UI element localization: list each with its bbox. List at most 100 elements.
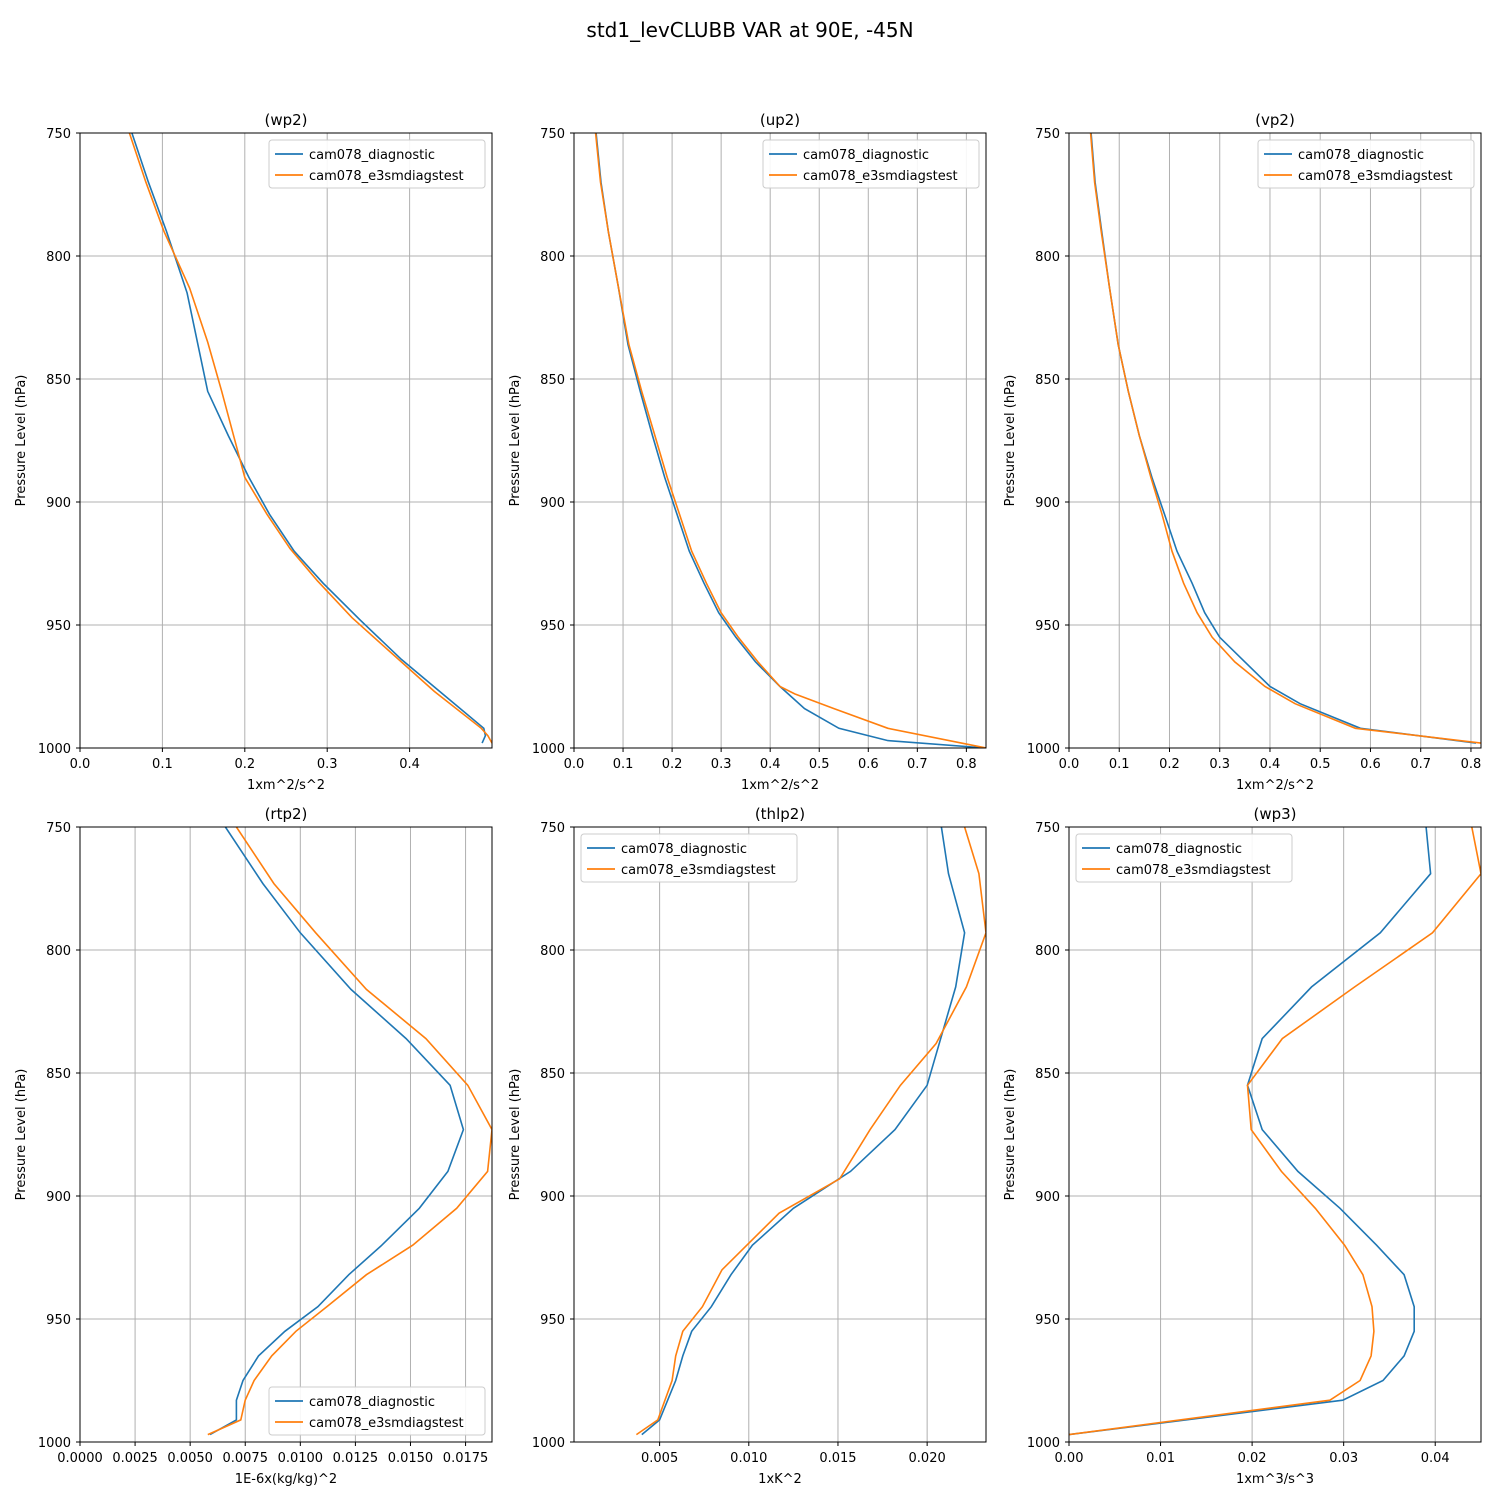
subplot-title: (wp2) [264,111,307,129]
series-line-cam078_e3smdiagstest [207,827,492,1436]
y-tick-label: 850 [46,1067,71,1082]
y-tick-label: 800 [540,944,565,959]
axes-frame [573,826,987,1443]
y-tick-label: 750 [1035,127,1060,142]
x-tick-label: 0.0100 [278,1451,324,1466]
y-axis-label: Pressure Level (hPa) [508,375,523,507]
legend-box [268,139,486,189]
subplot-title: (wp3) [1253,805,1296,823]
legend-box [268,1386,486,1436]
y-tick-label: 800 [46,250,71,265]
x-tick-label: 0.0 [1059,757,1080,772]
legend-label: cam078_e3smdiagstest [803,169,958,184]
x-tick-label: 0.2 [234,757,255,772]
chart-panel-1: 0.0 0.1 0.2 0.3 0.4 750 800 850 900 950 1000 (wp2) 1… [14,111,493,793]
series-line-cam078_e3smdiagstest [1089,133,1481,744]
x-tick-label: 0.8 [1461,757,1482,772]
y-tick-label: 950 [540,1313,565,1328]
x-tick-label: 0.1 [1109,757,1130,772]
legend-box [1075,833,1293,883]
legend-label: cam078_e3smdiagstest [309,1416,464,1431]
series-line-cam078_diagnostic [1090,133,1477,744]
y-tick-label: 1000 [38,1436,71,1451]
series-line-cam078_diagnostic [131,133,487,744]
chart-panel-3: 0.0 0.1 0.2 0.3 0.4 0.5 0.6 0.7 0.8 750 800 850 900 9… [1003,111,1482,793]
y-tick-label: 800 [1035,250,1060,265]
x-tick-label: 0.6 [858,757,879,772]
y-tick-label: 950 [46,1313,71,1328]
x-tick-label: 0.0175 [443,1451,489,1466]
chart-panel-6: 0.00 0.01 0.02 0.03 0.04 750 800 850 900 950 1000 (… [1003,805,1482,1487]
x-tick-label: 0.2 [1159,757,1180,772]
x-tick-label: 0.0000 [57,1451,103,1466]
axes-frame [1068,132,1482,749]
y-tick-label: 850 [1035,1067,1060,1082]
y-tick-label: 1000 [1027,1436,1060,1451]
y-tick-label: 750 [46,127,71,142]
legend-label: cam078_e3smdiagstest [621,863,776,878]
figure-title: std1_levCLUBB VAR at 90E, -45N [586,18,913,42]
series-line-cam078_diagnostic [1069,827,1432,1436]
x-tick-label: 0.1 [613,757,634,772]
y-tick-label: 950 [1035,1313,1060,1328]
legend-box [1257,139,1475,189]
x-tick-label: 0.01 [1146,1451,1175,1466]
y-tick-label: 850 [540,373,565,388]
y-tick-label: 800 [46,944,71,959]
x-tick-label: 0.0150 [388,1451,434,1466]
x-tick-label: 0.5 [1310,757,1331,772]
x-tick-label: 0.4 [399,757,420,772]
legend-label: cam078_diagnostic [621,842,747,857]
legend: cam078_diagnostic cam078_e3smdiagstest [1075,833,1293,883]
x-tick-label: 0.0075 [222,1451,268,1466]
legend-label: cam078_diagnostic [1298,148,1424,163]
series-line-cam078_diagnostic [209,827,465,1436]
y-tick-label: 800 [1035,944,1060,959]
x-tick-label: 0.015 [819,1451,856,1466]
legend-label: cam078_diagnostic [1116,842,1242,857]
legend: cam078_diagnostic cam078_e3smdiagstest [1257,139,1475,189]
legend: cam078_diagnostic cam078_e3smdiagstest [268,1386,486,1436]
y-tick-label: 900 [1035,496,1060,511]
x-tick-label: 0.1 [152,757,173,772]
y-tick-label: 1000 [1027,742,1060,757]
x-axis-label: 1E-6x(kg/kg)^2 [235,1472,337,1487]
x-axis-label: 1xm^2/s^2 [741,778,819,793]
x-tick-label: 0.3 [317,757,338,772]
x-tick-label: 0.4 [1260,757,1281,772]
series-line-cam078_diagnostic [595,133,986,748]
x-axis-label: 1xm^2/s^2 [247,778,325,793]
legend-label: cam078_e3smdiagstest [1116,863,1271,878]
x-tick-label: 0.7 [907,757,928,772]
y-tick-label: 900 [1035,1190,1060,1205]
x-tick-label: 0.04 [1421,1451,1450,1466]
x-tick-label: 0.010 [730,1451,767,1466]
y-tick-label: 850 [46,373,71,388]
x-tick-label: 0.8 [956,757,977,772]
x-tick-label: 0.3 [1209,757,1230,772]
series-line-cam078_e3smdiagstest [1069,827,1481,1436]
y-tick-label: 750 [46,821,71,836]
y-tick-label: 750 [540,821,565,836]
series-line-cam078_e3smdiagstest [635,827,986,1436]
axes-frame [79,826,493,1443]
chart-panel-2: 0.0 0.1 0.2 0.3 0.4 0.5 0.6 0.7 0.8 750 800 850 900 9… [508,111,987,793]
x-tick-label: 0.0 [564,757,585,772]
chart-panel-5: 0.005 0.010 0.015 0.020 750 800 850 900 950 1000 (… [508,805,987,1487]
y-tick-label: 750 [1035,821,1060,836]
chart-panel-4: 0.0000 0.0025 0.0050 0.0075 0.0100 0.0125 0.01… [14,805,493,1487]
x-axis-label: 1xK^2 [758,1472,802,1487]
panels: 0.0 0.1 0.2 0.3 0.4 750 800 850 900 950 1000 (wp2) 1… [14,111,1482,1487]
y-tick-label: 750 [540,127,565,142]
y-tick-label: 850 [540,1067,565,1082]
legend-label: cam078_e3smdiagstest [1298,169,1453,184]
y-tick-label: 950 [1035,619,1060,634]
subplot-title: (rtp2) [265,805,308,823]
axes-frame [1068,826,1482,1443]
x-tick-label: 0.0050 [167,1451,213,1466]
y-tick-label: 950 [540,619,565,634]
subplot-title: (vp2) [1255,111,1295,129]
x-axis-label: 1xm^3/s^3 [1236,1472,1314,1487]
y-axis-label: Pressure Level (hPa) [1003,1069,1018,1201]
x-tick-label: 0.6 [1360,757,1381,772]
